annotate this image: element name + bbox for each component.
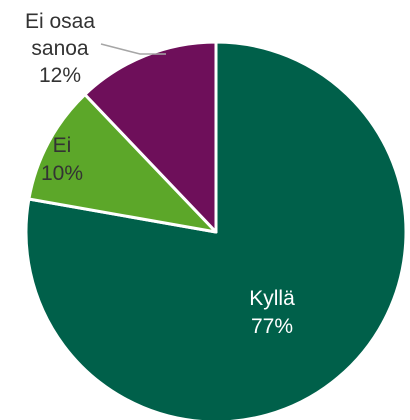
data-label-ei: Ei 10% <box>41 134 83 185</box>
slice-ei <box>27 92 218 234</box>
data-label-category: sanoa <box>31 37 89 60</box>
data-label-category: Ei osaa <box>25 10 95 33</box>
slice-ei-osaa-sanoa <box>83 40 218 234</box>
data-label-kylla: Kyllä 77% <box>249 287 295 338</box>
data-label-value: 12% <box>39 64 81 87</box>
leader-line-ei-osaa-sanoa <box>100 43 166 55</box>
data-label-value: 77% <box>251 315 293 338</box>
data-label-category: Ei <box>53 134 72 157</box>
data-label-category: Kyllä <box>249 287 295 310</box>
data-label-value: 10% <box>41 162 83 185</box>
data-label-ei-osaa-sanoa: Ei osaa sanoa 12% <box>25 10 95 87</box>
